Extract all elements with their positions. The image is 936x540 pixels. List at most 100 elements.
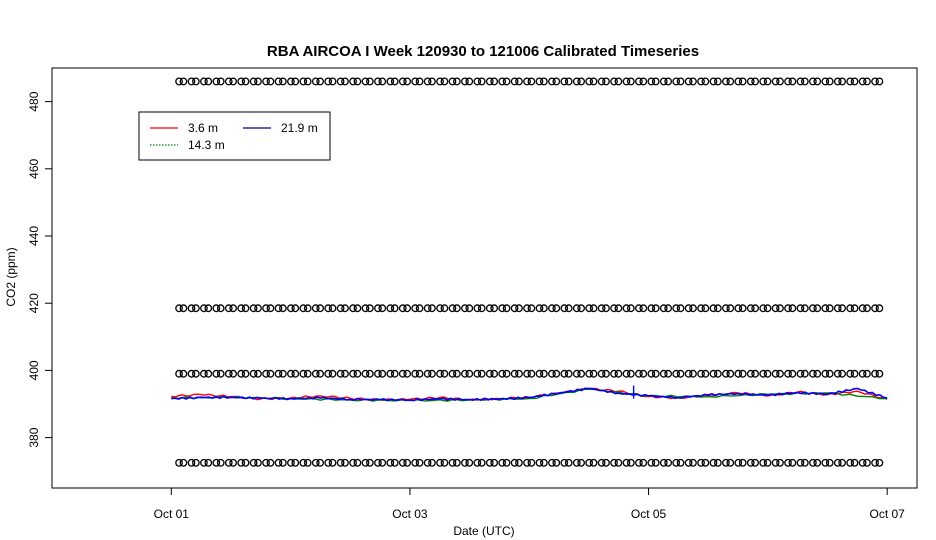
marker-0-4a [224, 77, 233, 86]
marker-1-48a [771, 304, 780, 313]
marker-2-2a [200, 369, 208, 378]
marker-0-38a [647, 77, 656, 86]
marker-3-25a [485, 458, 494, 467]
marker-2-3b [216, 369, 225, 378]
marker-2-4b [229, 369, 238, 378]
marker-1-1b [192, 304, 200, 313]
marker-3-19b [415, 458, 424, 467]
marker-2-21b [440, 369, 449, 378]
marker-3-6b [254, 458, 262, 467]
marker-3-22a [448, 458, 457, 467]
marker-0-19b [415, 77, 424, 86]
marker-2-35b [614, 369, 623, 378]
marker-0-47b [763, 77, 772, 86]
marker-3-56b [875, 458, 884, 467]
marker-3-13b [341, 458, 349, 467]
plot-area-frame [51, 67, 918, 489]
marker-0-39b [664, 77, 673, 86]
marker-2-16b [378, 369, 387, 378]
marker-3-40a [672, 458, 681, 467]
marker-3-38a [647, 458, 656, 467]
marker-3-34b [602, 458, 610, 467]
marker-1-56b [875, 304, 884, 313]
marker-1-6b [254, 304, 262, 313]
marker-2-42a [697, 369, 705, 378]
marker-2-39b [664, 369, 673, 378]
marker-0-8a [274, 77, 283, 86]
marker-2-53b [838, 369, 846, 378]
x-axis-label: Date (UTC) [453, 524, 514, 538]
marker-3-4b [229, 458, 238, 467]
marker-3-19a [411, 458, 420, 467]
marker-2-50b [801, 369, 809, 378]
marker-0-24a [473, 77, 482, 86]
marker-1-9b [291, 304, 300, 313]
marker-1-1a [187, 304, 196, 313]
marker-2-13b [341, 369, 349, 378]
marker-0-45b [738, 77, 747, 86]
marker-3-12a [324, 458, 333, 467]
marker-2-38b [651, 369, 660, 378]
marker-2-8b [279, 369, 287, 378]
marker-1-50a [796, 304, 805, 313]
marker-0-21a [436, 77, 444, 86]
marker-1-24a [473, 304, 482, 313]
marker-1-11b [316, 304, 325, 313]
marker-2-4a [224, 369, 233, 378]
marker-2-22b [453, 369, 461, 378]
marker-1-39a [659, 304, 668, 313]
marker-0-43a [709, 77, 718, 86]
marker-2-30a [548, 369, 556, 378]
marker-2-28a [523, 369, 531, 378]
marker-1-41a [684, 304, 693, 313]
marker-3-1b [192, 458, 200, 467]
marker-3-39a [659, 458, 668, 467]
marker-0-28b [527, 77, 536, 86]
marker-0-56a [871, 77, 879, 86]
marker-2-51a [809, 369, 817, 378]
marker-0-25a [485, 77, 494, 86]
marker-2-43b [714, 369, 722, 378]
marker-3-29b [540, 458, 548, 467]
marker-1-34a [597, 304, 606, 313]
marker-1-45a [734, 304, 743, 313]
marker-3-5a [237, 458, 246, 467]
marker-1-46a [746, 304, 755, 313]
marker-2-24b [477, 369, 486, 378]
marker-2-0a [175, 369, 183, 378]
marker-0-18b [403, 77, 412, 86]
marker-2-35a [610, 369, 618, 378]
marker-3-38b [651, 458, 660, 467]
marker-1-8b [279, 304, 287, 313]
marker-0-29b [540, 77, 548, 86]
marker-2-48b [776, 369, 784, 378]
marker-1-17b [390, 304, 399, 313]
marker-2-2b [204, 369, 213, 378]
marker-2-39a [659, 369, 668, 378]
marker-0-52b [825, 77, 834, 86]
marker-3-15b [366, 458, 374, 467]
marker-1-15a [361, 304, 370, 313]
marker-3-28b [527, 458, 536, 467]
marker-2-42b [701, 369, 710, 378]
marker-3-10a [299, 458, 308, 467]
marker-3-16a [374, 458, 382, 467]
marker-3-10b [303, 458, 312, 467]
marker-1-0a [175, 304, 183, 313]
marker-1-2b [204, 304, 213, 313]
marker-3-51b [813, 458, 822, 467]
marker-3-30b [552, 458, 561, 467]
marker-1-32b [577, 304, 586, 313]
marker-1-40a [672, 304, 681, 313]
marker-2-18a [398, 369, 407, 378]
marker-0-2a [200, 77, 208, 86]
marker-3-39b [664, 458, 673, 467]
marker-0-5b [241, 77, 250, 86]
marker-0-11b [316, 77, 325, 86]
marker-3-8a [274, 458, 283, 467]
marker-1-5a [237, 304, 246, 313]
marker-1-9a [287, 304, 295, 313]
marker-2-5b [241, 369, 250, 378]
marker-1-34b [602, 304, 610, 313]
marker-0-53a [833, 77, 842, 86]
